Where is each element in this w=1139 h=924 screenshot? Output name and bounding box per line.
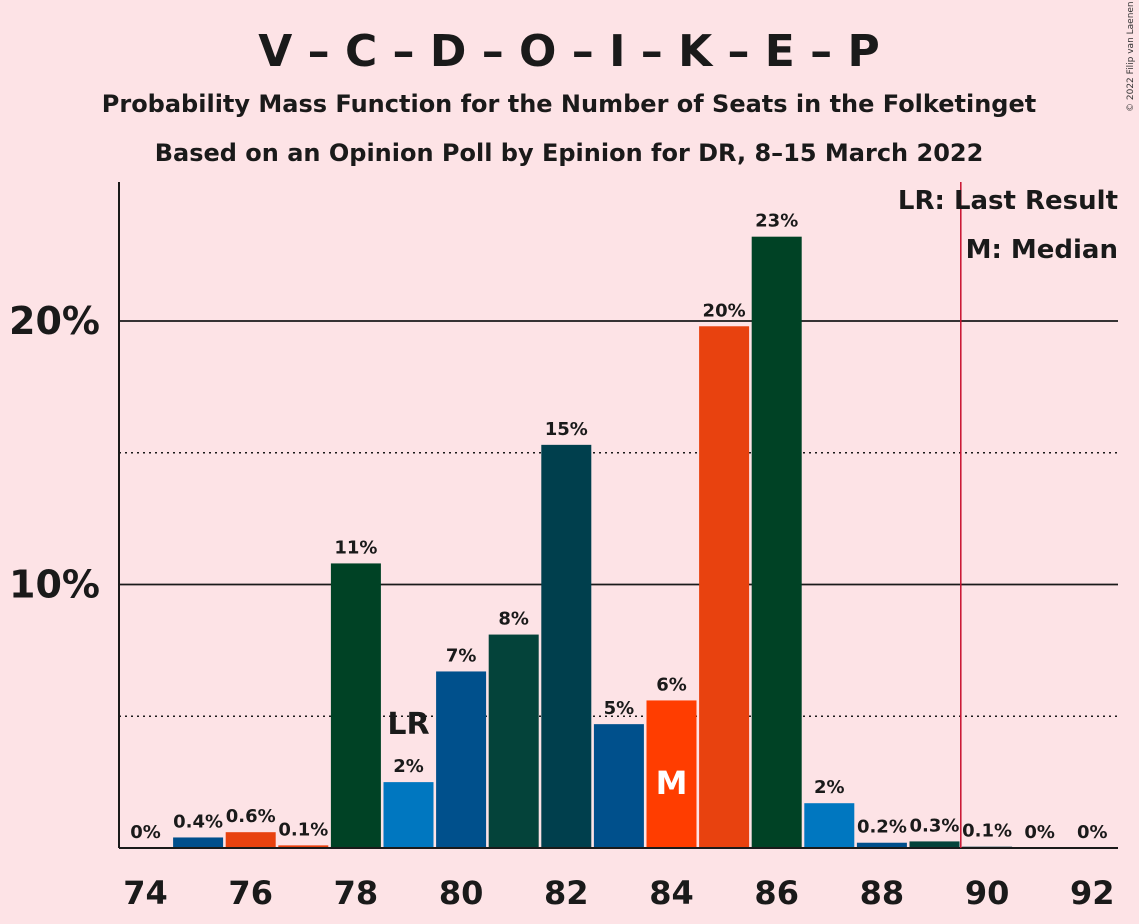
bar-seats-85 xyxy=(699,326,750,848)
bar-seats-81 xyxy=(488,634,539,848)
bar-label-seats-91: 0% xyxy=(1024,822,1055,843)
x-tick-label-90: 90 xyxy=(965,874,1010,912)
bar-seats-82 xyxy=(541,444,592,848)
bar-label-seats-89: 0.3% xyxy=(910,815,960,836)
bar-label-seats-76: 0.6% xyxy=(226,806,276,827)
chart-title: V – C – D – O – I – K – E – P xyxy=(258,26,880,77)
bar-label-seats-79: 2% xyxy=(393,756,424,777)
bar-label-seats-80: 7% xyxy=(446,645,477,666)
bar-seats-84 xyxy=(646,700,697,848)
bar-label-seats-84: 6% xyxy=(656,674,687,695)
bar-label-seats-74: 0% xyxy=(130,822,161,843)
legend-last-result: LR: Last Result xyxy=(898,186,1118,216)
bar-label-seats-77: 0.1% xyxy=(278,819,328,840)
legend-median: M: Median xyxy=(966,235,1118,265)
x-tick-label-80: 80 xyxy=(439,874,484,912)
copyright-notice: © 2022 Filip van Laenen xyxy=(1126,1,1136,112)
bar-label-seats-81: 8% xyxy=(498,609,529,630)
bar-label-seats-78: 11% xyxy=(334,537,377,558)
bar-seats-77 xyxy=(278,845,329,848)
bar-seats-87 xyxy=(804,803,855,848)
bar-seats-86 xyxy=(751,236,802,848)
y-tick-label-10: 10% xyxy=(9,563,100,607)
bar-label-seats-88: 0.2% xyxy=(857,817,907,838)
gridlines xyxy=(119,320,1118,717)
bars-group xyxy=(173,236,1013,848)
bar-label-seats-82: 15% xyxy=(545,419,588,440)
bar-seats-79 xyxy=(383,782,434,848)
bar-seats-83 xyxy=(593,724,644,848)
chart-subtitle-1: Probability Mass Function for the Number… xyxy=(102,90,1036,118)
bar-label-seats-90: 0.1% xyxy=(962,821,1012,842)
x-tick-label-88: 88 xyxy=(860,874,905,912)
x-tick-label-74: 74 xyxy=(123,874,168,912)
bar-seats-75 xyxy=(173,837,224,848)
markers-group: LR M xyxy=(387,182,962,848)
bar-label-seats-83: 5% xyxy=(604,698,635,719)
chart-subtitle-2: Based on an Opinion Poll by Epinion for … xyxy=(155,139,984,167)
bar-label-seats-85: 20% xyxy=(703,300,746,321)
bar-label-seats-92: 0% xyxy=(1077,822,1108,843)
bar-label-seats-87: 2% xyxy=(814,777,845,798)
bar-seats-89 xyxy=(909,841,960,848)
x-tick-label-76: 76 xyxy=(228,874,273,912)
x-tick-label-84: 84 xyxy=(649,874,694,912)
bar-seats-80 xyxy=(436,671,487,848)
bar-seats-76 xyxy=(225,832,276,848)
bar-label-seats-75: 0.4% xyxy=(173,811,223,832)
axes-group: 10% 20% 74 76 78 80 82 84 86 88 90 92 xyxy=(9,182,1118,912)
x-tick-label-92: 92 xyxy=(1070,874,1115,912)
x-tick-label-86: 86 xyxy=(754,874,799,912)
x-tick-label-82: 82 xyxy=(544,874,589,912)
last-result-marker: LR xyxy=(387,707,429,742)
bar-label-seats-86: 23% xyxy=(755,211,798,232)
bar-labels-group: 0%0.4% 0.6%0.1%11%2%7%8%15%5%6%20%23%2%0.… xyxy=(130,211,1107,843)
median-marker: M xyxy=(656,764,688,802)
bar-seats-88 xyxy=(856,842,907,848)
bar-seats-78 xyxy=(330,563,381,848)
x-tick-label-78: 78 xyxy=(334,874,379,912)
y-tick-label-20: 20% xyxy=(9,299,100,343)
